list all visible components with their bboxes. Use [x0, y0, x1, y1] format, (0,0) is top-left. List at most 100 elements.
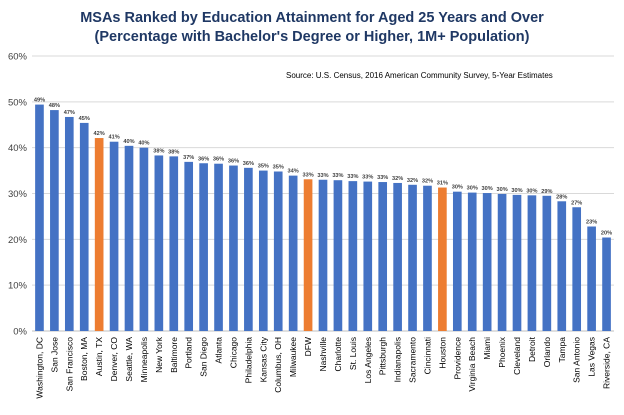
category-label: Miami — [482, 337, 492, 360]
data-label: 49% — [34, 98, 45, 104]
category-label: DFW — [303, 337, 313, 356]
category-label: St. Louis — [348, 337, 358, 370]
bar — [79, 122, 89, 332]
data-label: 30% — [467, 186, 478, 192]
category-label: Indianapolis — [393, 337, 403, 382]
data-label: 37% — [183, 155, 194, 161]
data-label: 29% — [541, 189, 552, 195]
y-tick-label: 30% — [8, 189, 28, 200]
data-label: 36% — [198, 156, 209, 162]
bar — [482, 193, 492, 331]
data-label: 30% — [526, 188, 537, 194]
category-label: Austin, TX — [94, 337, 104, 376]
data-label: 34% — [288, 169, 299, 175]
bar — [467, 192, 477, 331]
bar — [572, 207, 582, 331]
y-tick-label: 60% — [8, 52, 28, 63]
bar — [94, 138, 104, 331]
bar — [363, 181, 373, 331]
data-label: 42% — [94, 131, 105, 137]
data-label: 33% — [347, 174, 358, 180]
data-label: 27% — [571, 200, 582, 206]
bar — [50, 110, 59, 331]
bar — [64, 116, 74, 331]
y-tick-label: 0% — [13, 327, 27, 338]
category-labels: Washington, DC San Jose San Francisco Bosto… — [34, 336, 611, 398]
category-label: Cincinnati — [422, 337, 432, 374]
data-label: 36% — [243, 161, 254, 167]
category-label: Las Vegas — [587, 337, 597, 377]
chart-title-line-2: (Percentage with Bachelor's Degree or Hi… — [95, 29, 530, 45]
bar — [109, 141, 119, 331]
y-tick-label: 50% — [8, 97, 28, 108]
bar — [602, 237, 611, 331]
bars — [35, 104, 611, 332]
category-label: Boston, MA — [79, 337, 89, 381]
source-note: Source: U.S. Census, 2016 American Commu… — [286, 71, 553, 80]
data-label: 35% — [258, 164, 269, 170]
data-label: 30% — [496, 187, 507, 193]
bar — [497, 193, 507, 331]
category-label: Portland — [184, 337, 194, 369]
category-label: Pittsburgh — [378, 337, 388, 376]
bar — [587, 226, 596, 331]
data-label: 31% — [437, 181, 448, 187]
bar — [393, 182, 402, 331]
data-label: 28% — [556, 194, 567, 200]
category-label: Milwaukee — [288, 337, 298, 377]
data-label: 48% — [49, 103, 60, 109]
category-label: Baltimore — [169, 337, 179, 373]
bar — [184, 161, 194, 331]
data-label: 40% — [138, 141, 149, 147]
category-label: San Jose — [49, 337, 59, 373]
bar — [512, 194, 522, 331]
category-label: Washington, DC — [34, 337, 44, 399]
data-label: 35% — [273, 165, 284, 171]
category-label: Denver, CO — [109, 337, 119, 382]
category-label: Tampa — [557, 337, 567, 363]
data-label: 20% — [601, 231, 612, 237]
data-label: 38% — [153, 148, 164, 154]
category-label: Detroit — [527, 336, 537, 362]
bar — [258, 170, 268, 331]
bar — [139, 147, 149, 331]
bar — [169, 156, 179, 331]
category-label: New York — [154, 336, 164, 373]
category-label: Charlotte — [333, 337, 343, 372]
category-label: San Antonio — [572, 337, 582, 383]
bar — [423, 185, 432, 331]
data-label: 36% — [228, 159, 239, 165]
category-label: San Diego — [199, 337, 209, 377]
bar — [348, 181, 358, 331]
category-label: Chicago — [228, 337, 238, 368]
y-tick-label: 40% — [8, 143, 28, 154]
bar — [542, 195, 552, 331]
category-label: Riverside, CA — [602, 337, 612, 389]
bar — [438, 187, 447, 331]
data-label: 33% — [332, 173, 343, 179]
bar — [214, 163, 223, 331]
bar — [35, 104, 44, 331]
data-label: 30% — [511, 188, 522, 194]
bar — [229, 165, 238, 331]
category-label: Nashville — [318, 337, 328, 372]
data-label: 47% — [64, 110, 75, 116]
category-label: Virginia Beach — [467, 337, 477, 392]
category-label: Phoenix — [497, 336, 507, 367]
bar — [378, 182, 388, 331]
category-label: Kansas City — [258, 336, 268, 382]
y-tick-label: 20% — [8, 235, 28, 246]
category-label: Sacramento — [408, 337, 418, 383]
bar — [527, 195, 537, 331]
category-label: Los Angeles — [363, 337, 373, 383]
data-label: 33% — [302, 172, 313, 178]
data-label: 32% — [422, 179, 433, 185]
bar — [408, 184, 417, 331]
bar — [557, 201, 567, 331]
category-label: Columbus, OH — [273, 337, 283, 393]
category-label: Providence — [452, 337, 462, 380]
bar — [333, 180, 343, 331]
bar — [288, 175, 298, 331]
data-label: 32% — [392, 176, 403, 182]
